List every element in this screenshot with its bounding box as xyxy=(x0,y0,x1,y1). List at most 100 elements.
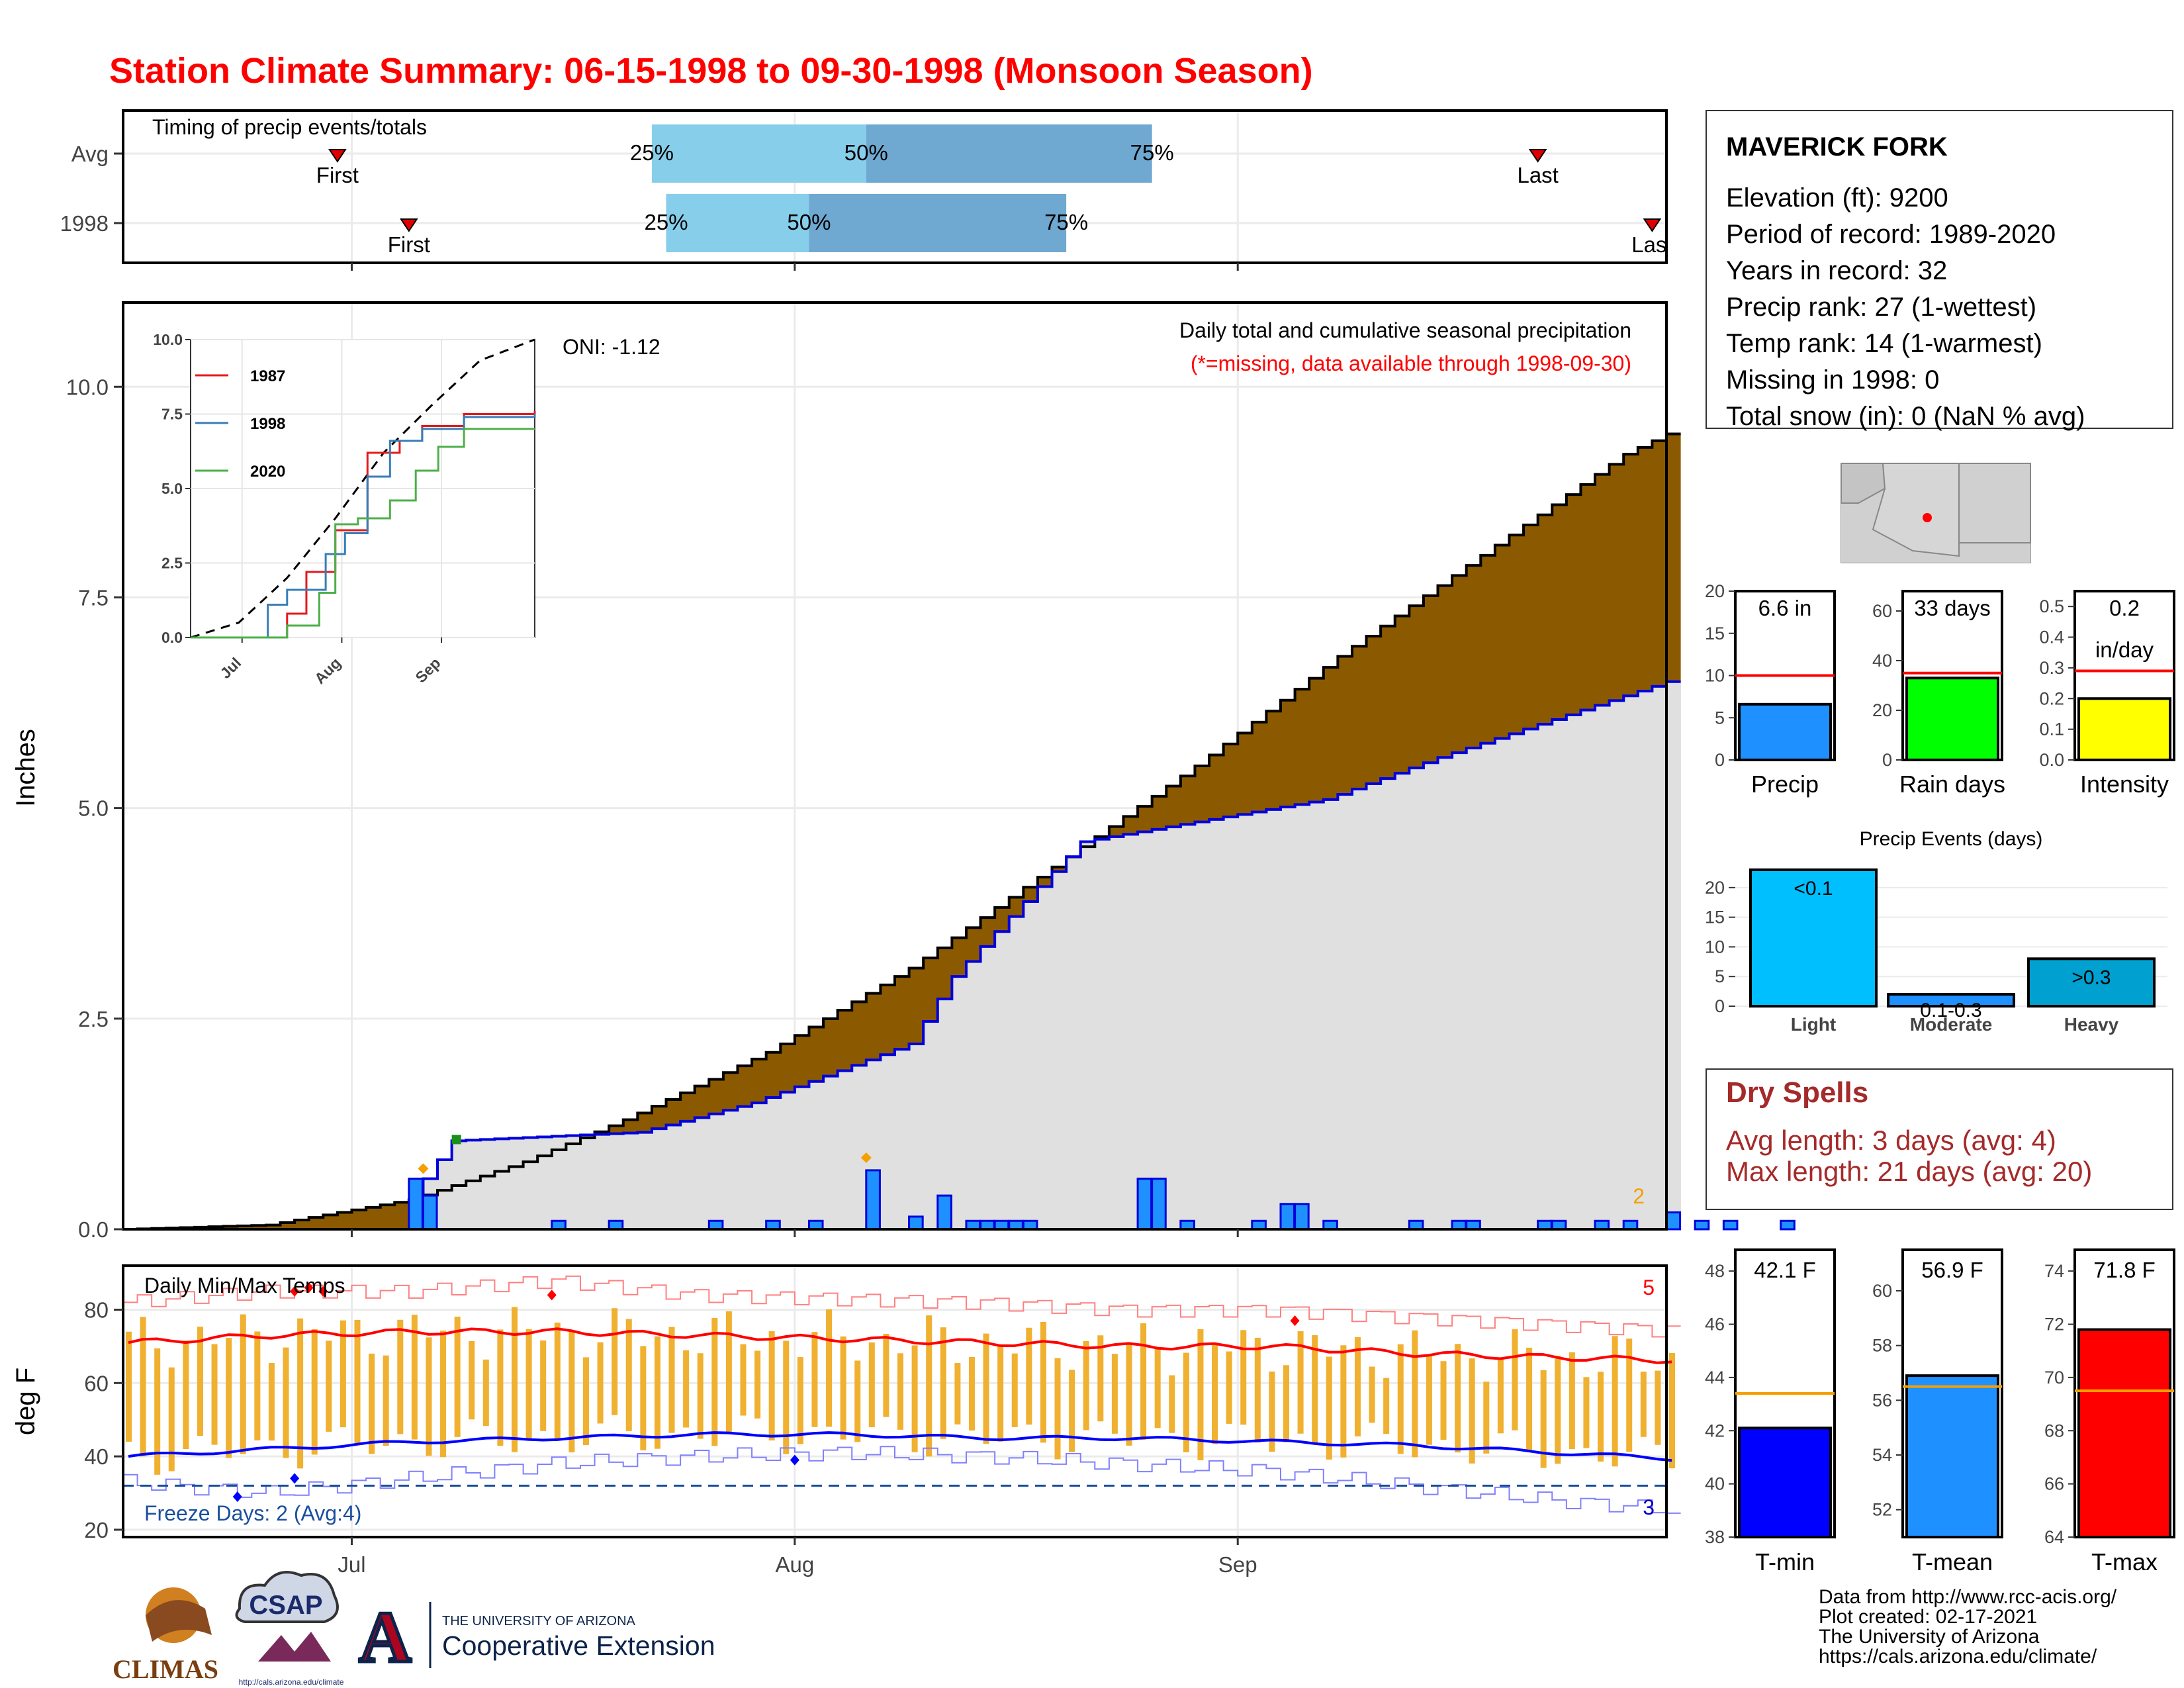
station-location-dot xyxy=(1923,513,1932,522)
mini-bar-value-label: 33 days xyxy=(1914,596,1991,620)
mini-bar-ytick-label: 10 xyxy=(1705,666,1725,686)
daily-temp-range-bar xyxy=(183,1340,189,1450)
daily-temp-range-bar xyxy=(1354,1336,1361,1436)
inset-ytick-label: 2.5 xyxy=(161,555,183,572)
daily-temp-range-bar xyxy=(1111,1354,1118,1434)
mini-bar-ytick-label: 0.3 xyxy=(2039,658,2064,678)
temp-bar-charts: 38 40 42 44 46 48 42.1 F T-min 52 54 56 58 60 56.9 F T… xyxy=(1705,1248,2175,1575)
record-high-marker xyxy=(318,1286,328,1297)
daily-temp-range-bar xyxy=(1497,1358,1504,1434)
timing-bar-50-75 xyxy=(866,124,1152,183)
inset-ytick-label: 10.0 xyxy=(153,331,183,348)
station-info-line: Period of record: 1989-2020 xyxy=(1726,220,2056,249)
daily-temp-range-bar xyxy=(369,1353,375,1454)
csap-logo-url: http://cals.arizona.edu/climate xyxy=(239,1677,344,1687)
station-box-frame xyxy=(1706,110,2173,429)
mini-bar-charts: 0 5 10 15 20 6.6 in Precip 0 20 40 60 33 days Rain d… xyxy=(1705,581,2175,798)
record-low-marker xyxy=(790,1454,799,1466)
daily-temp-range-bar xyxy=(1169,1375,1175,1433)
station-name: MAVERICK FORK xyxy=(1726,132,1948,162)
daily-temp-range-bar xyxy=(725,1311,732,1434)
daily-temp-range-bar xyxy=(1526,1347,1533,1450)
daily-temp-range-bar xyxy=(1269,1371,1275,1452)
precip-ytick-label: 7.5 xyxy=(78,585,109,610)
temp-bar-ytick-label: 64 xyxy=(2044,1527,2064,1547)
climas-logo-mountain xyxy=(146,1600,212,1642)
timing-first-label: First xyxy=(388,232,430,257)
timing-first-marker xyxy=(328,149,347,163)
daily-temp-range-bar xyxy=(1383,1378,1390,1434)
daily-temp-range-bar xyxy=(354,1319,361,1443)
inset-ytick-label: 0.0 xyxy=(161,629,183,646)
temp-bar-category-label: T-min xyxy=(1755,1548,1815,1575)
timing-bar-25-50 xyxy=(651,124,866,183)
temp-bar-value xyxy=(1905,1374,1999,1538)
station-info-line: Years in record: 32 xyxy=(1726,256,1947,285)
daily-precip-bar xyxy=(1151,1178,1167,1231)
mini-bar-ytick-label: 20 xyxy=(1705,581,1725,601)
dry-spells-avg: Avg length: 3 days (avg: 4) xyxy=(1726,1125,2056,1156)
temp-bar-category-label: T-mean xyxy=(1912,1548,1993,1575)
daily-temp-range-bar xyxy=(1026,1327,1032,1425)
temp-bar-ytick-label: 42 xyxy=(1705,1421,1725,1440)
daily-temp-range-bar xyxy=(911,1345,918,1452)
daily-temp-range-bar xyxy=(1183,1352,1189,1452)
temp-bar-ytick-label: 52 xyxy=(1872,1500,1892,1520)
mini-bar-ytick-label: 0 xyxy=(1882,750,1892,770)
mini-bar-value-label: 0.2 xyxy=(2109,596,2140,620)
daily-temp-range-bar xyxy=(1669,1353,1675,1469)
daily-temp-range-bar xyxy=(1583,1377,1590,1448)
mini-bar-ytick-label: 20 xyxy=(1872,700,1892,720)
daily-temp-range-bar xyxy=(1054,1358,1061,1460)
daily-temp-range-bar xyxy=(1626,1338,1633,1452)
timing-p25-label: 25% xyxy=(630,140,674,165)
events-title: Precip Events (days) xyxy=(1860,828,2043,850)
events-bar-value-label: 0.1-0.3 xyxy=(1920,1000,1981,1021)
daily-temp-range-bar xyxy=(1483,1382,1490,1454)
events-bar-value-label: <0.1 xyxy=(1794,878,1833,900)
ua-logo-line1: THE UNIVERSITY OF ARIZONA xyxy=(442,1614,636,1628)
mini-bar-category-label: Rain days xyxy=(1899,771,2005,798)
daily-temp-range-bar xyxy=(268,1363,275,1441)
events-bar xyxy=(1887,993,2015,1008)
mini-bar-ytick-label: 60 xyxy=(1872,601,1892,621)
daily-temp-range-bar xyxy=(582,1357,589,1445)
record-high-marker xyxy=(304,1282,314,1293)
footer-credit-line: https://cals.arizona.edu/climate/ xyxy=(1819,1646,2097,1667)
inset-legend-label: 1987 xyxy=(250,367,285,385)
timing-p50-label: 50% xyxy=(787,210,831,234)
temp-bg xyxy=(123,1266,1666,1537)
daily-temp-range-bar xyxy=(168,1367,175,1472)
record-low-count: 3 xyxy=(1643,1495,1655,1519)
daily-temp-range-bar xyxy=(1598,1372,1604,1462)
mini-bar-ytick-label: 0.1 xyxy=(2039,720,2064,739)
events-category-label: Light xyxy=(1791,1014,1836,1035)
mini-bar-ytick-label: 0.2 xyxy=(2039,688,2064,708)
timing-row-label: Avg xyxy=(71,142,109,166)
mini-bar-value-label: 6.6 in xyxy=(1758,596,1812,620)
inset-legend-label: 1998 xyxy=(250,415,285,433)
record-low-marker xyxy=(290,1473,300,1484)
footer-credit-line: Data from http://www.rcc-acis.org/ xyxy=(1819,1586,2117,1608)
mini-bar-ytick-label: 40 xyxy=(1872,651,1892,671)
timing-panel-label: Timing of precip events/totals xyxy=(152,115,427,139)
daily-temp-range-bar xyxy=(654,1336,660,1449)
daily-temp-range-bar xyxy=(1040,1321,1046,1443)
daily-temp-range-bar xyxy=(711,1317,718,1446)
daily-precip-bar xyxy=(1694,1219,1710,1231)
events-bar xyxy=(1749,868,1878,1008)
daily-temp-range-bar xyxy=(525,1329,532,1440)
daily-precip-bar xyxy=(1279,1203,1296,1231)
daily-temp-range-bar xyxy=(1340,1345,1347,1458)
mini-bar-category-label: Precip xyxy=(1751,771,1819,798)
xaxis-tick-label: Sep xyxy=(1218,1552,1257,1577)
daily-temp-range-bar xyxy=(211,1344,218,1445)
daily-temp-range-bar xyxy=(254,1331,261,1440)
temp-bar-value-label: 56.9 F xyxy=(1921,1258,1983,1282)
daily-temp-range-bar xyxy=(512,1307,518,1452)
temp-ylabel: deg F xyxy=(11,1368,40,1435)
daily-temp-range-bar xyxy=(697,1353,704,1439)
map-state-ca xyxy=(1841,463,1886,504)
